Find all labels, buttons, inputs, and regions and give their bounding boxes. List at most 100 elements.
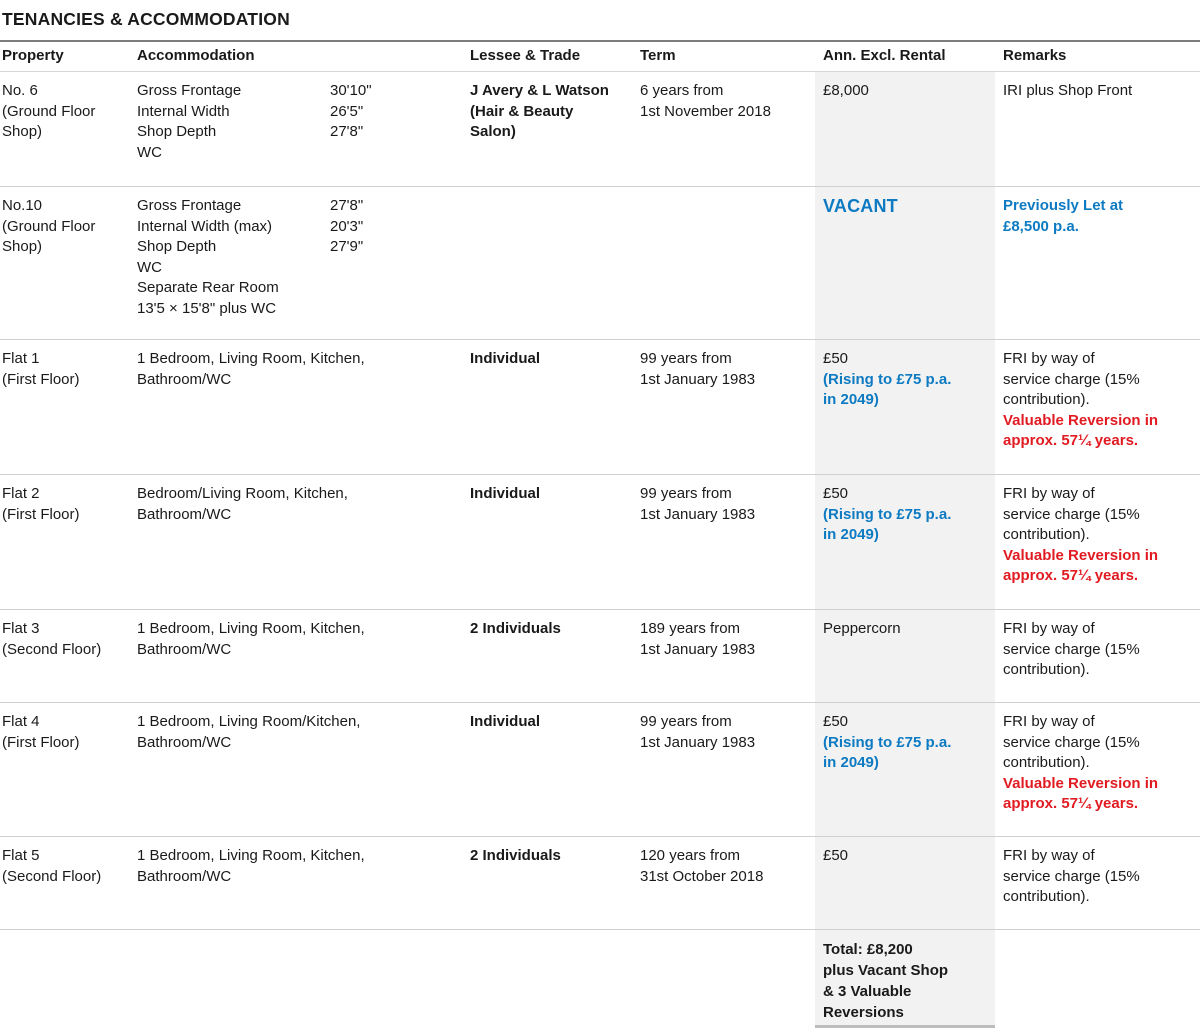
accommodation-line: Bathroom/WC: [137, 505, 232, 523]
rental-rising-note: (Rising to £75 p.a.: [823, 370, 952, 388]
page-title: TENANCIES & ACCOMMODATION: [2, 9, 290, 29]
accommodation-cell: 1 Bedroom, Living Room, Kitchen, Bathroom…: [137, 340, 470, 475]
rental-rising-note: in 2049): [823, 391, 879, 408]
accommodation-cell: 1 Bedroom, Living Room, Kitchen, Bathroom…: [137, 610, 470, 703]
table-row: No. 6 (Ground Floor Shop) Gross Frontage 30…: [0, 71, 1200, 187]
property-line: Flat 1: [2, 350, 40, 367]
table-header-row: Property Accommodation Lessee & Trade Term A…: [0, 39, 1200, 72]
table-body: No. 6 (Ground Floor Shop) Gross Frontage 30…: [0, 71, 1200, 1028]
remarks-line: service charge (15%: [1003, 733, 1140, 751]
lessee-line: Salon): [470, 123, 516, 140]
accommodation-label: Separate Rear Room: [137, 279, 279, 296]
accommodation-entry: WC: [137, 143, 460, 164]
remarks-line: FRI by way of: [1003, 350, 1095, 367]
remarks-cell: FRI by way of service charge (15% contribu…: [995, 475, 1200, 610]
accommodation-entry: Internal Width 26'5": [137, 102, 460, 123]
lessee-cell: J Avery & L Watson (Hair & Beauty Salon): [470, 72, 640, 187]
table-row: Flat 2 (First Floor) Bedroom/Living Room, …: [0, 474, 1200, 610]
property-line: (First Floor): [2, 505, 80, 523]
total-line: Total: £8,200: [823, 941, 913, 958]
remarks-line: FRI by way of: [1003, 485, 1095, 502]
accommodation-value: [330, 278, 460, 299]
table-header: Property Accommodation Lessee & Trade Term A…: [0, 39, 1200, 72]
lessee-line: 2 Individuals: [470, 847, 561, 864]
lessee-line: 2 Individuals: [470, 620, 561, 637]
property-cell: Flat 3 (Second Floor): [0, 610, 137, 703]
accommodation-cell: 1 Bedroom, Living Room, Kitchen, Bathroom…: [137, 837, 470, 930]
remarks-cell: FRI by way of service charge (15% contribu…: [995, 340, 1200, 475]
rental-amount: £50: [823, 847, 849, 864]
accommodation-label: WC: [137, 258, 162, 276]
remarks-line: FRI by way of: [1003, 620, 1095, 637]
accommodation-label: 13'5 × 15'8" plus WC: [137, 299, 277, 317]
accommodation-entry: 13'5 × 15'8" plus WC: [137, 299, 460, 320]
accommodation-line: Bathroom/WC: [137, 640, 232, 658]
accommodation-value: 27'9": [330, 238, 364, 255]
property-cell: Flat 5 (Second Floor): [0, 837, 137, 930]
term-line: 99 years from: [640, 713, 732, 730]
remarks-line: service charge (15%: [1003, 505, 1140, 523]
table-row: Flat 4 (First Floor) 1 Bedroom, Living Roo…: [0, 702, 1200, 837]
column-header-lessee-trade: Lessee & Trade: [470, 39, 640, 72]
rental-amount: £50: [823, 350, 849, 367]
property-line: Flat 4: [2, 713, 40, 730]
rental-cell: £50 (Rising to £75 p.a. in 2049): [815, 339, 995, 475]
rental-rising-note: in 2049): [823, 754, 879, 771]
remarks-cell: FRI by way of service charge (15% contribu…: [995, 610, 1200, 703]
rental-rising-note: in 2049): [823, 526, 879, 543]
total-row: Total: £8,200 plus Vacant Shop & 3 Valuabl…: [0, 929, 1200, 1028]
lessee-cell: 2 Individuals: [470, 610, 640, 703]
accommodation-line: Bathroom/WC: [137, 867, 232, 885]
accommodation-line: 1 Bedroom, Living Room, Kitchen,: [137, 620, 365, 637]
lessee-line: Individual: [470, 350, 541, 367]
rental-cell: £50 (Rising to £75 p.a. in 2049): [815, 474, 995, 610]
accommodation-line: 1 Bedroom, Living Room, Kitchen,: [137, 847, 365, 864]
term-line: 189 years from: [640, 620, 741, 637]
term-cell: 120 years from 31st October 2018: [640, 837, 815, 930]
lessee-cell: 2 Individuals: [470, 837, 640, 930]
accommodation-value: [330, 143, 460, 164]
accommodation-line: Bedroom/Living Room, Kitchen,: [137, 485, 348, 502]
accommodation-cell: Gross Frontage 30'10" Internal Width 26'5" S…: [137, 72, 470, 187]
accommodation-entry: Shop Depth 27'9": [137, 237, 460, 258]
rental-cell: £8,000: [815, 71, 995, 187]
total-line: Reversions: [823, 1004, 904, 1021]
accommodation-value: [330, 258, 460, 279]
total-empty-lessee: [470, 930, 640, 1027]
accommodation-label: Shop Depth: [137, 238, 217, 255]
remarks-previously-let: £8,500 p.a.: [1003, 217, 1079, 235]
rental-amount: £50: [823, 713, 849, 730]
accommodation-entry: Shop Depth 27'8": [137, 122, 460, 143]
remarks-valuable-reversion: approx. 57¼ years.: [1003, 795, 1139, 812]
remarks-line: contribution).: [1003, 526, 1090, 543]
accommodation-entry: WC: [137, 258, 460, 279]
term-line: 1st January 1983: [640, 370, 756, 388]
remarks-cell: Previously Let at £8,500 p.a.: [995, 187, 1200, 340]
table-row: No.10 (Ground Floor Shop) Gross Frontage 27…: [0, 186, 1200, 340]
accommodation-cell: Bedroom/Living Room, Kitchen, Bathroom/WC: [137, 475, 470, 610]
total-line: & 3 Valuable: [823, 983, 912, 1000]
property-cell: No.10 (Ground Floor Shop): [0, 187, 137, 340]
accommodation-cell: 1 Bedroom, Living Room/Kitchen, Bathroom/…: [137, 703, 470, 837]
total-empty-property: [0, 930, 137, 1027]
property-line: Flat 2: [2, 485, 40, 502]
term-line: 6 years from: [640, 82, 724, 99]
total-empty-term: [640, 930, 815, 1027]
property-line: No.10: [2, 197, 43, 214]
term-cell: 99 years from 1st January 1983: [640, 475, 815, 610]
total-empty-accommodation: [137, 930, 470, 1027]
rental-amount: Peppercorn: [823, 620, 901, 637]
accommodation-line: Bathroom/WC: [137, 733, 232, 751]
remarks-cell: IRI plus Shop Front: [995, 72, 1200, 187]
remarks-valuable-reversion: Valuable Reversion in: [1003, 411, 1159, 429]
remarks-cell: FRI by way of service charge (15% contribu…: [995, 837, 1200, 930]
column-header-remarks: Remarks: [995, 39, 1200, 72]
rental-cell: £50 (Rising to £75 p.a. in 2049): [815, 702, 995, 837]
rental-rising-note: (Rising to £75 p.a.: [823, 505, 952, 523]
remarks-line: service charge (15%: [1003, 640, 1140, 658]
property-cell: Flat 2 (First Floor): [0, 475, 137, 610]
column-header-property: Property: [0, 39, 137, 72]
lessee-cell: [470, 187, 640, 340]
term-line: 120 years from: [640, 847, 741, 864]
